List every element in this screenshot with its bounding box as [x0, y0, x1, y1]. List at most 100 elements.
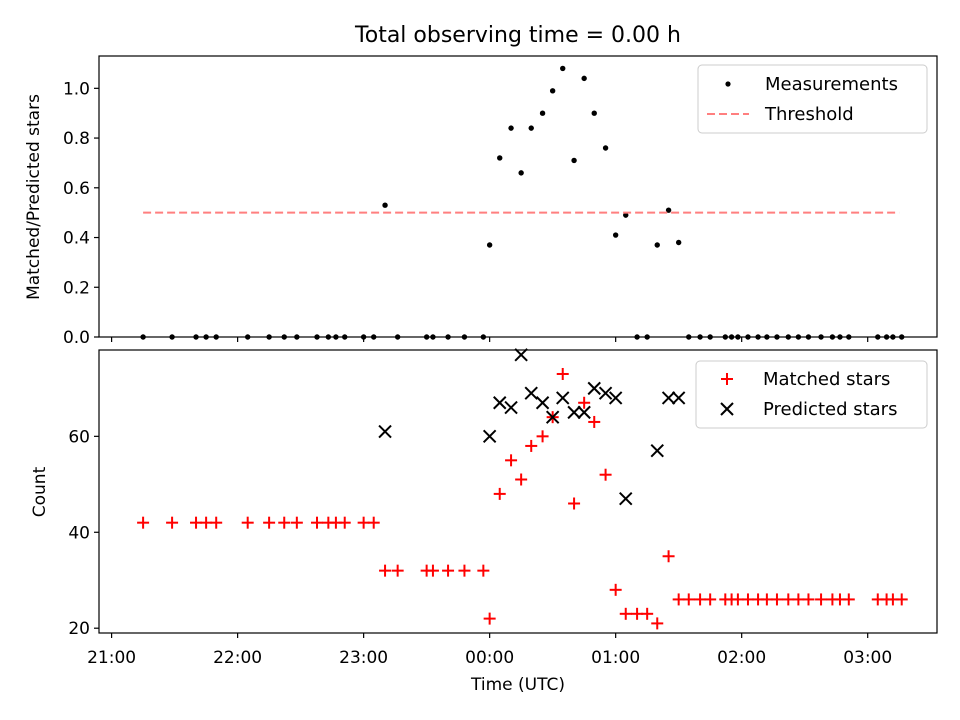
matched-stars-point — [568, 497, 581, 510]
matched-stars-point — [137, 516, 150, 529]
measurements-point — [508, 125, 514, 131]
predicted-stars-point — [650, 444, 664, 458]
predicted-stars-point — [504, 400, 518, 415]
matched-stars-point — [792, 593, 805, 606]
bottom-y-axis-label: Count — [30, 466, 50, 517]
measurements-point — [612, 232, 619, 238]
matched-stars-point — [704, 593, 717, 606]
measurements-point — [244, 334, 251, 340]
predicted-stars-point — [587, 381, 601, 396]
y-tick-label: 60 — [68, 427, 90, 447]
y-tick-label: 0.0 — [63, 328, 90, 348]
predicted-stars-point — [378, 424, 392, 439]
measurements-point — [423, 334, 430, 340]
top-plot-frame — [98, 55, 938, 338]
predicted-stars-point — [524, 386, 538, 400]
legend-predicted-stars-label: Predicted stars — [763, 399, 897, 420]
measurements-point — [193, 334, 199, 340]
measurements-point — [581, 75, 587, 82]
legend-threshold-label: Threshold — [764, 104, 854, 125]
matched-stars-point — [442, 564, 455, 577]
matched-stars-point — [367, 516, 380, 529]
predicted-stars-point — [619, 491, 633, 506]
legend-measurements-marker — [725, 81, 731, 87]
matched-stars-point — [731, 593, 744, 606]
measurements-point — [169, 334, 175, 340]
predicted-stars-point — [661, 391, 676, 405]
measurements-point — [634, 334, 640, 340]
measurements-point — [342, 334, 348, 340]
bottom-panel: 20 40 60 21:00 22:00 23:00 00:00 01:00 02:00 03:… — [30, 348, 938, 695]
y-tick-label: 0.8 — [63, 129, 90, 149]
y-tick-label: 1.0 — [63, 79, 90, 99]
measurements-point — [294, 334, 300, 340]
matched-stars-point — [483, 612, 496, 625]
measurements-point — [382, 202, 388, 208]
matched-stars-point — [641, 607, 654, 620]
measurements-point — [846, 334, 852, 340]
measurements-point — [486, 242, 493, 248]
matched-stars-point — [741, 593, 754, 606]
y-tick-label: 20 — [68, 619, 90, 639]
measurements-point — [644, 334, 650, 340]
x-tick-label: 22:00 — [213, 648, 262, 668]
legend-matched-stars-marker — [721, 373, 733, 385]
figure-title: Total observing time = 0.00 h — [354, 23, 681, 48]
measurements-point — [430, 334, 436, 340]
matched-stars-point — [493, 487, 506, 500]
matched-stars-point — [815, 593, 828, 606]
predicted-stars-point — [545, 410, 560, 424]
matched-stars-point — [278, 516, 291, 529]
top-y-axis-label: Matched/Predicted stars — [24, 94, 44, 300]
predicted-stars-point — [493, 396, 507, 410]
matched-stars-point — [609, 583, 622, 596]
measurements-point — [728, 334, 735, 340]
measurements-point — [445, 334, 451, 340]
predicted-stars-point — [608, 391, 623, 405]
measurements-point — [314, 334, 320, 340]
matched-stars-point — [782, 593, 795, 606]
matched-stars-point — [599, 468, 612, 481]
matched-stars-point — [525, 439, 538, 452]
measurements-point — [325, 334, 332, 340]
top-plot-marks — [140, 65, 905, 340]
bottom-plot-marks — [137, 348, 908, 630]
measurements-point — [480, 334, 487, 340]
matched-stars-point — [391, 564, 404, 577]
bottom-x-ticks: 21:00 22:00 23:00 00:00 01:00 02:00 03:00 — [87, 633, 892, 668]
matched-stars-point — [536, 430, 549, 443]
y-tick-label: 0.6 — [63, 179, 90, 199]
matched-stars-point — [210, 516, 223, 529]
matched-stars-point — [662, 550, 675, 563]
matched-stars-point — [694, 593, 707, 606]
matched-stars-point — [802, 593, 815, 606]
measurements-point — [497, 155, 503, 161]
measurements-point — [602, 145, 609, 151]
matched-stars-point — [770, 593, 783, 606]
matched-stars-point — [426, 564, 439, 577]
measurements-point — [571, 157, 577, 164]
matched-stars-point — [190, 516, 203, 529]
predicted-stars-point — [577, 405, 591, 420]
x-axis-label: Time (UTC) — [470, 675, 565, 695]
bottom-legend: Matched stars Predicted stars — [695, 360, 928, 429]
x-tick-label: 03:00 — [843, 648, 892, 668]
matched-stars-point — [588, 415, 601, 428]
measurements-point — [623, 212, 629, 218]
measurements-point — [883, 334, 890, 340]
measurements-point — [360, 334, 367, 340]
matched-stars-point — [166, 516, 179, 529]
x-tick-label: 02:00 — [717, 648, 766, 668]
measurements-point — [795, 334, 802, 340]
matched-stars-point — [631, 607, 644, 620]
top-y-ticks: 0.0 0.2 0.4 0.6 0.8 1.0 — [63, 79, 99, 348]
legend-measurements-label: Measurements — [765, 74, 898, 95]
measurements-point — [735, 334, 741, 340]
matched-stars-point — [515, 473, 528, 486]
matched-stars-point — [578, 396, 591, 409]
measurements-point — [461, 334, 468, 340]
matched-stars-point — [311, 516, 324, 529]
measurements-point — [818, 334, 824, 340]
predicted-stars-point — [567, 405, 581, 420]
bottom-plot-frame — [98, 349, 938, 634]
